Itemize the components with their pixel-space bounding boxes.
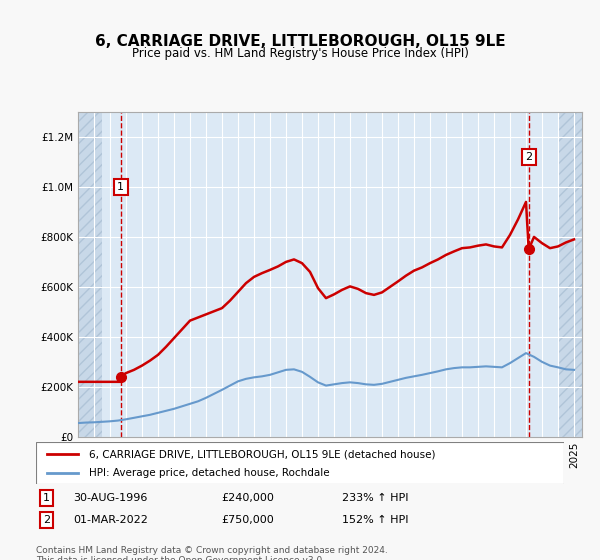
FancyBboxPatch shape: [36, 442, 564, 484]
Text: HPI: Average price, detached house, Rochdale: HPI: Average price, detached house, Roch…: [89, 468, 329, 478]
Text: £750,000: £750,000: [221, 515, 274, 525]
Text: Price paid vs. HM Land Registry's House Price Index (HPI): Price paid vs. HM Land Registry's House …: [131, 46, 469, 60]
Text: 1: 1: [43, 493, 50, 503]
Text: 30-AUG-1996: 30-AUG-1996: [73, 493, 148, 503]
Text: 01-MAR-2022: 01-MAR-2022: [73, 515, 148, 525]
Text: Contains HM Land Registry data © Crown copyright and database right 2024.
This d: Contains HM Land Registry data © Crown c…: [36, 546, 388, 560]
Text: 2: 2: [43, 515, 50, 525]
Text: 1: 1: [117, 182, 124, 192]
Text: 6, CARRIAGE DRIVE, LITTLEBOROUGH, OL15 9LE: 6, CARRIAGE DRIVE, LITTLEBOROUGH, OL15 9…: [95, 35, 505, 49]
Text: 152% ↑ HPI: 152% ↑ HPI: [342, 515, 409, 525]
Text: £240,000: £240,000: [221, 493, 274, 503]
Text: 2: 2: [525, 152, 532, 162]
Text: 6, CARRIAGE DRIVE, LITTLEBOROUGH, OL15 9LE (detached house): 6, CARRIAGE DRIVE, LITTLEBOROUGH, OL15 9…: [89, 449, 436, 459]
Text: 233% ↑ HPI: 233% ↑ HPI: [342, 493, 409, 503]
